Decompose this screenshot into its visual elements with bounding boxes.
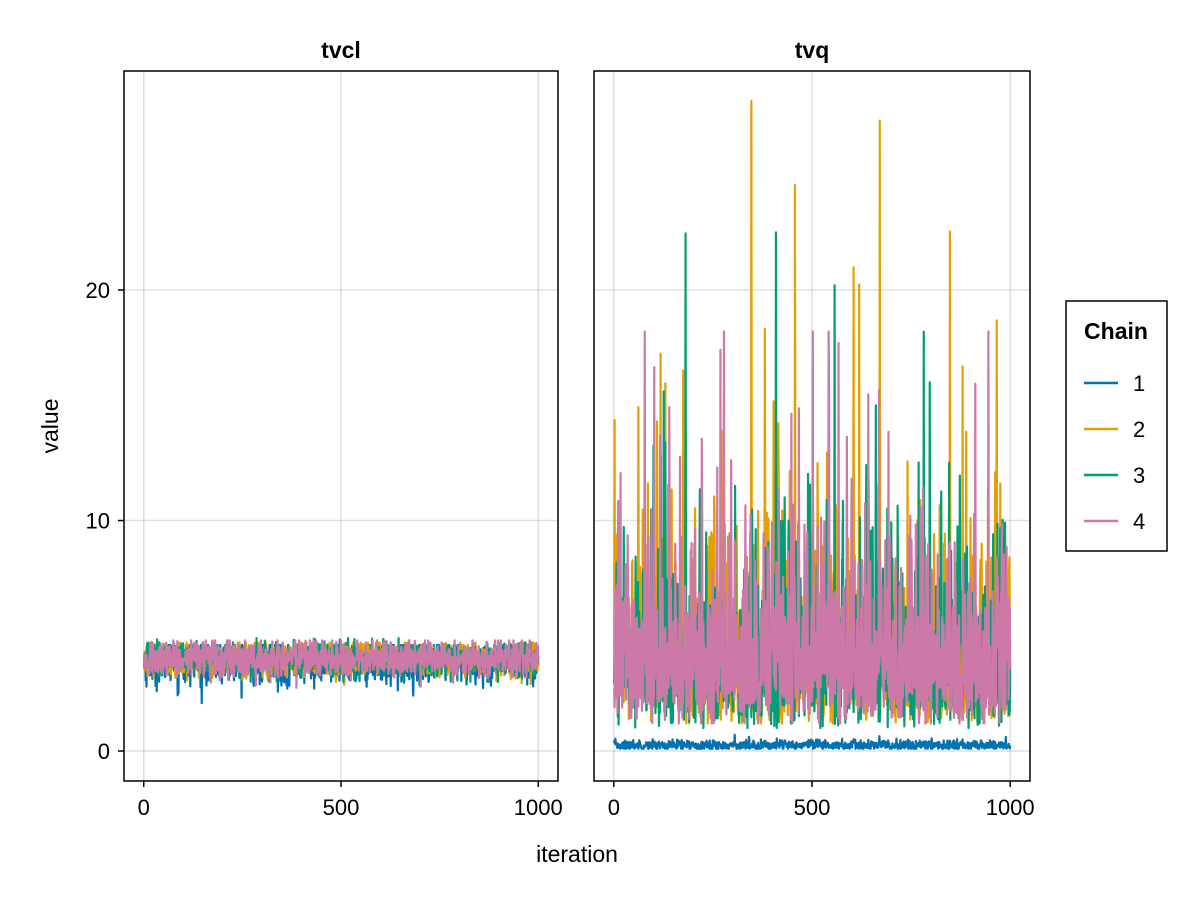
panel-tvq-xticks: 0 500 1000: [608, 781, 1035, 820]
series-line-chain-1: [613, 733, 1012, 750]
y-axis-label: value: [37, 399, 63, 454]
x-tick-label: 500: [323, 795, 360, 820]
x-axis-label: iteration: [536, 841, 618, 867]
y-tick-label: 20: [86, 278, 110, 303]
panel-tvcl-xticks: 0 500 1000: [138, 781, 563, 820]
legend: Chain 1 2 3 4: [1065, 300, 1168, 552]
legend-label-chain-2: 2: [1133, 417, 1145, 442]
legend-title: Chain: [1084, 318, 1148, 344]
series-line-chain-4: [143, 639, 540, 689]
panel-tvq-lines: [613, 99, 1012, 750]
legend-entries: 1 2 3 4: [1084, 371, 1145, 534]
x-tick-label: 0: [138, 795, 150, 820]
legend-label-chain-1: 1: [1133, 371, 1145, 396]
series-line-chain-4: [613, 330, 1012, 725]
legend-label-chain-4: 4: [1133, 509, 1145, 534]
x-tick-label: 1000: [986, 795, 1035, 820]
panel-tvq-title: tvq: [795, 37, 830, 63]
panel-tvcl-title: tvcl: [321, 37, 361, 63]
legend-box: [1065, 300, 1168, 552]
x-tick-label: 500: [794, 795, 831, 820]
y-tick-label: 10: [86, 509, 110, 534]
panel-tvcl-yticks: 0 10 20: [86, 278, 124, 764]
panel-tvq: tvq 0 500 1000: [593, 37, 1035, 820]
panel-tvcl: tvcl 0 500 1000 0 10 20: [86, 37, 563, 820]
panel-tvcl-lines: [143, 636, 540, 705]
legend-label-chain-3: 3: [1133, 463, 1145, 488]
y-tick-label: 0: [98, 739, 110, 764]
x-tick-label: 1000: [514, 795, 563, 820]
x-tick-label: 0: [608, 795, 620, 820]
